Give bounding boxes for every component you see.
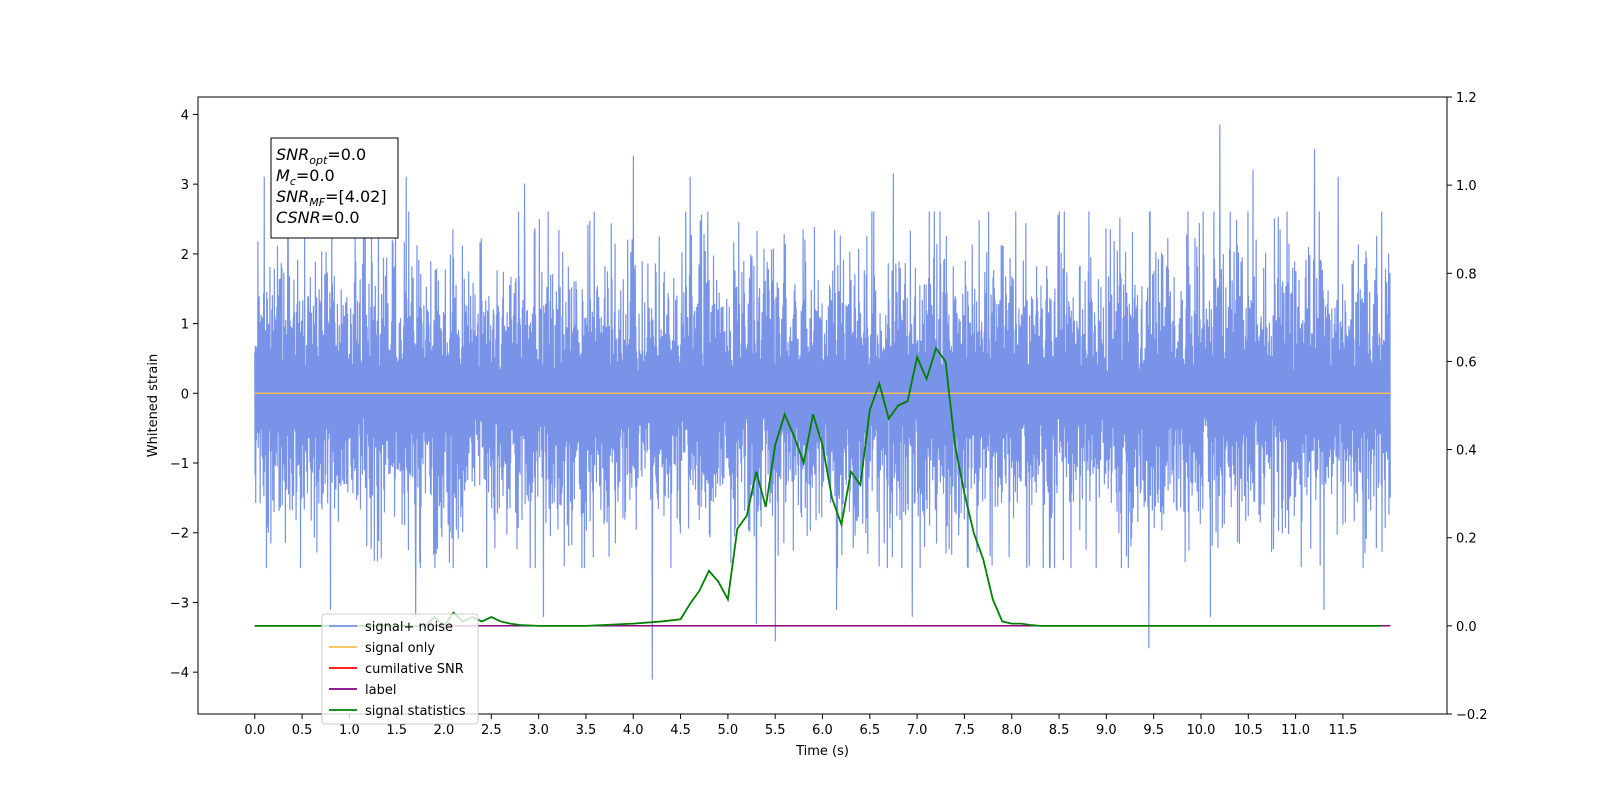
x-tick-label: 6.5 (859, 723, 880, 738)
series-signal-noise (254, 124, 1391, 680)
y2-tick-label: 0.4 (1456, 444, 1477, 459)
x-tick-label: 9.5 (1143, 723, 1164, 738)
annotation-value: =0.0 (296, 166, 335, 185)
x-tick-label: 0.0 (244, 723, 265, 738)
x-tick-label: 10.0 (1187, 723, 1216, 738)
y2-tick-label: 1.2 (1456, 91, 1477, 106)
y2-tick-label: 0.8 (1456, 267, 1477, 282)
y2-tick-label: 0.2 (1456, 532, 1477, 547)
annotation-value: =[4.02] (325, 187, 387, 206)
y-tick-label: 2 (181, 248, 189, 263)
x-tick-label: 7.5 (954, 723, 975, 738)
legend-label: cumilative SNR (365, 662, 464, 677)
annotation-subscript: c (290, 175, 296, 188)
y2-tick-label: 0.6 (1456, 355, 1477, 370)
legend-label: signal only (365, 641, 435, 656)
legend-label: label (365, 683, 396, 698)
annotation-line: SNRMF=[4.02] (276, 187, 387, 209)
y-tick-label: 4 (181, 108, 189, 123)
y-tick-label: −1 (170, 457, 189, 472)
y-tick-label: 0 (181, 387, 189, 402)
annotation-symbol: M (276, 166, 290, 185)
y-tick-label: −3 (170, 596, 189, 611)
x-tick-label: 2.0 (434, 723, 455, 738)
y-axis-left: −4 −3 −2 −1 0 1 2 3 4 (170, 108, 198, 681)
x-axis-label: Time (s) (795, 744, 849, 759)
x-tick-label: 0.5 (292, 723, 313, 738)
x-tick-label: 11.0 (1281, 723, 1310, 738)
x-tick-label: 7.0 (907, 723, 928, 738)
x-tick-label: 11.5 (1328, 723, 1357, 738)
y-axis-label: Whitened strain (146, 354, 161, 457)
annotation-value: =0.0 (321, 208, 360, 227)
series-signal-statistics (254, 346, 1381, 628)
annotation-value: =0.0 (327, 145, 366, 164)
x-tick-label: 3.0 (528, 723, 549, 738)
x-tick-label: 2.5 (481, 723, 502, 738)
y-tick-label: 3 (181, 178, 189, 193)
annotation-subscript: opt (309, 154, 328, 167)
legend-frame (321, 613, 479, 725)
y-tick-label: 1 (181, 318, 189, 333)
x-tick-label: 1.0 (339, 723, 360, 738)
legend: signal+ noise signal only cumilative SNR la… (321, 613, 479, 725)
annotation-symbol: SNR (276, 145, 309, 164)
y2-tick-label: 1.0 (1456, 179, 1477, 194)
x-tick-label: 6.0 (812, 723, 833, 738)
x-tick-label: 8.0 (1001, 723, 1022, 738)
y-tick-label: −4 (170, 666, 189, 681)
annotation-line: SNRopt=0.0 (276, 145, 366, 167)
x-axis: 0.0 0.5 1.0 1.5 2.0 2.5 3.0 3.5 4.0 4.5 5.0 5.5 6.0 6… (244, 714, 1357, 738)
x-tick-label: 4.0 (623, 723, 644, 738)
legend-label: signal+ noise (365, 620, 453, 635)
x-tick-label: 5.5 (765, 723, 786, 738)
x-tick-label: 3.5 (576, 723, 597, 738)
annotation-line: Mc=0.0 (276, 166, 335, 188)
annotation-line: CSNR=0.0 (276, 208, 360, 227)
x-tick-label: 8.5 (1049, 723, 1070, 738)
y-tick-label: −2 (170, 527, 189, 542)
x-tick-label: 10.5 (1234, 723, 1263, 738)
x-tick-label: 1.5 (386, 723, 407, 738)
x-tick-label: 5.0 (718, 723, 739, 738)
legend-label: signal statistics (365, 704, 466, 719)
x-tick-label: 4.5 (670, 723, 691, 738)
annotation-subscript: MF (309, 196, 325, 209)
x-tick-label: 9.0 (1096, 723, 1117, 738)
annotation-symbol: SNR (276, 187, 309, 206)
y2-tick-label: 0.0 (1456, 620, 1477, 635)
annotation-symbol: CSNR (276, 208, 321, 227)
annotation-frame (270, 137, 399, 239)
y2-tick-label: −0.2 (1456, 708, 1488, 723)
y-axis-right: −0.2 0.0 0.2 0.4 0.6 0.8 1.0 1.2 (1447, 91, 1488, 723)
